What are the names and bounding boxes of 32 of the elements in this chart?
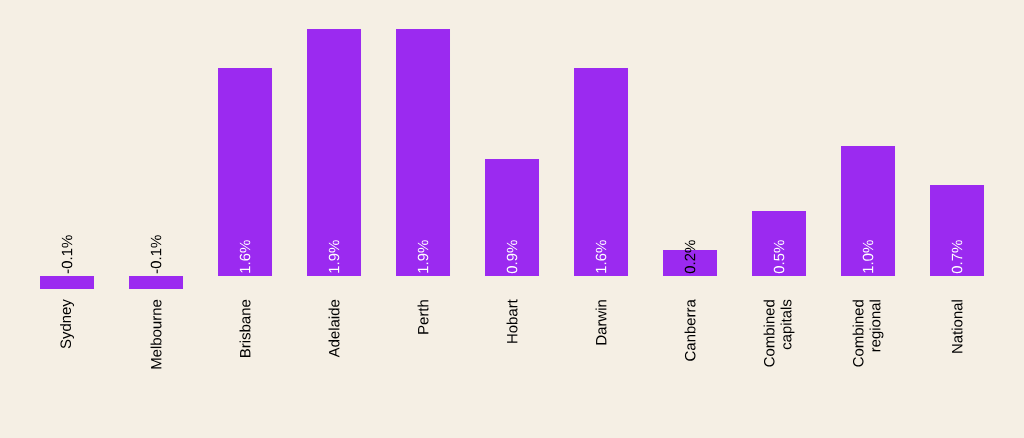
x-tick-label: Brisbane	[239, 299, 251, 357]
x-tick-label: Canberra	[684, 299, 696, 361]
x-tick-label: Perth	[417, 300, 429, 334]
x-tick-label: Melbourne	[150, 299, 162, 369]
data-label: 0.2%	[684, 240, 696, 274]
x-tick-label: National	[951, 300, 963, 353]
bar	[396, 28, 451, 276]
data-label: 1.9%	[417, 240, 429, 273]
bar	[841, 145, 896, 276]
bar	[752, 210, 807, 276]
data-label: -0.1%	[150, 235, 162, 274]
data-label: -0.1%	[61, 235, 73, 274]
data-label: 1.6%	[595, 240, 607, 273]
bar	[930, 184, 985, 276]
x-tick-label: Combined regional	[852, 300, 884, 367]
x-tick-label: Combined capitals	[763, 299, 795, 367]
x-tick-label: Adelaide	[328, 299, 340, 358]
bar	[129, 275, 184, 289]
bar	[218, 67, 273, 276]
data-label: 1.6%	[239, 240, 251, 273]
data-label: 1.0%	[862, 240, 874, 273]
x-tick-label: Sydney	[60, 299, 74, 349]
data-label: 0.9%	[506, 240, 518, 274]
data-label: 0.5%	[773, 240, 785, 274]
data-label: 0.7%	[951, 240, 963, 274]
bar	[574, 67, 629, 276]
bar	[307, 28, 362, 276]
data-label: 1.9%	[328, 240, 340, 273]
bar	[40, 275, 95, 289]
x-tick-label: Darwin	[595, 300, 607, 345]
bar	[485, 158, 540, 276]
x-tick-label: Hobart	[506, 299, 518, 343]
